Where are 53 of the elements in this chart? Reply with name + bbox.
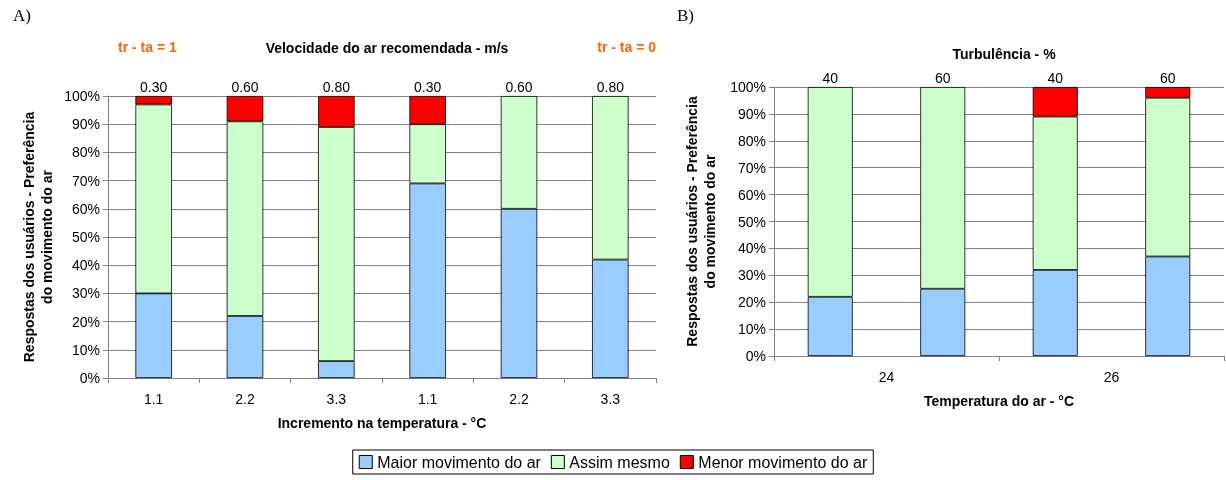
text: 0.30 bbox=[414, 79, 442, 95]
y-tick-label: 40% bbox=[71, 257, 100, 274]
y-tick-label: 70% bbox=[737, 159, 766, 176]
x-tick-label: 40 bbox=[1047, 70, 1064, 86]
text: 0.80 bbox=[322, 79, 351, 95]
x-tick-label: 1.1 bbox=[143, 391, 164, 407]
y-tick-label: 10% bbox=[737, 321, 766, 338]
y-tick-label: 50% bbox=[737, 213, 766, 230]
y-tick-label: 60% bbox=[71, 200, 100, 217]
x-tick-label: 60 bbox=[1159, 70, 1176, 86]
y-tick-label: 0% bbox=[79, 370, 100, 386]
x-tick-label: 2.2 bbox=[509, 391, 529, 407]
x-tick-label: 2.2 bbox=[235, 391, 255, 407]
y-tick-label: 100% bbox=[730, 79, 766, 95]
y-tick-label: 40% bbox=[737, 240, 766, 257]
y-tick-label: 80% bbox=[737, 132, 766, 149]
y-tick-label: 70% bbox=[71, 172, 100, 189]
y-tick-label: 90% bbox=[71, 116, 100, 133]
x-tick-label: 60 bbox=[934, 70, 951, 86]
y-axis-title: Respostas dos usuários - Preferência do movimento do ar bbox=[21, 111, 55, 363]
text: 0.60 bbox=[231, 79, 259, 95]
y-tick-label: 50% bbox=[71, 229, 100, 245]
y-tick-label: 0% bbox=[745, 348, 766, 364]
legend-label: Maior movimento do ar bbox=[377, 453, 542, 471]
text: 0.60 bbox=[505, 79, 533, 95]
text: 24 bbox=[878, 369, 895, 385]
chart-title: A) bbox=[13, 6, 31, 25]
chart-subtitle: Velocidade do ar recomendada - m/s bbox=[265, 40, 509, 56]
text: 26 bbox=[1103, 369, 1120, 385]
text: tr - ta = 1 bbox=[118, 39, 177, 55]
y-tick-label: 20% bbox=[737, 294, 766, 311]
chart-subtitle: Turbulência - % bbox=[952, 46, 1057, 62]
x-axis-title: Incremento na temperatura - °C bbox=[277, 415, 487, 431]
y-axis-title: Respostas dos usuários - Preferência do movimento do ar bbox=[684, 96, 719, 347]
y-tick-label: 60% bbox=[737, 186, 766, 203]
legend-label: Menor movimento do ar bbox=[698, 453, 868, 471]
chart-title: B) bbox=[677, 6, 694, 25]
y-tick-label: 100% bbox=[64, 88, 100, 104]
text: tr - ta = 0 bbox=[597, 39, 657, 55]
y-tick-label: 90% bbox=[737, 105, 766, 122]
x-tick-label: 3.3 bbox=[600, 391, 621, 407]
y-tick-label: 20% bbox=[71, 313, 100, 330]
x-tick-label: 40 bbox=[822, 70, 839, 86]
x-tick-label: 1.1 bbox=[417, 391, 438, 407]
text: 0.80 bbox=[596, 79, 625, 95]
legend-label: Assim mesmo bbox=[569, 453, 670, 471]
y-tick-label: 80% bbox=[71, 144, 100, 161]
x-tick-label: 3.3 bbox=[326, 391, 347, 407]
x-axis-title: Temperatura do ar - °C bbox=[923, 393, 1075, 409]
y-tick-label: 30% bbox=[71, 285, 100, 302]
text: 0.30 bbox=[140, 79, 168, 95]
y-tick-label: 30% bbox=[737, 267, 766, 284]
y-tick-label: 10% bbox=[71, 341, 100, 358]
